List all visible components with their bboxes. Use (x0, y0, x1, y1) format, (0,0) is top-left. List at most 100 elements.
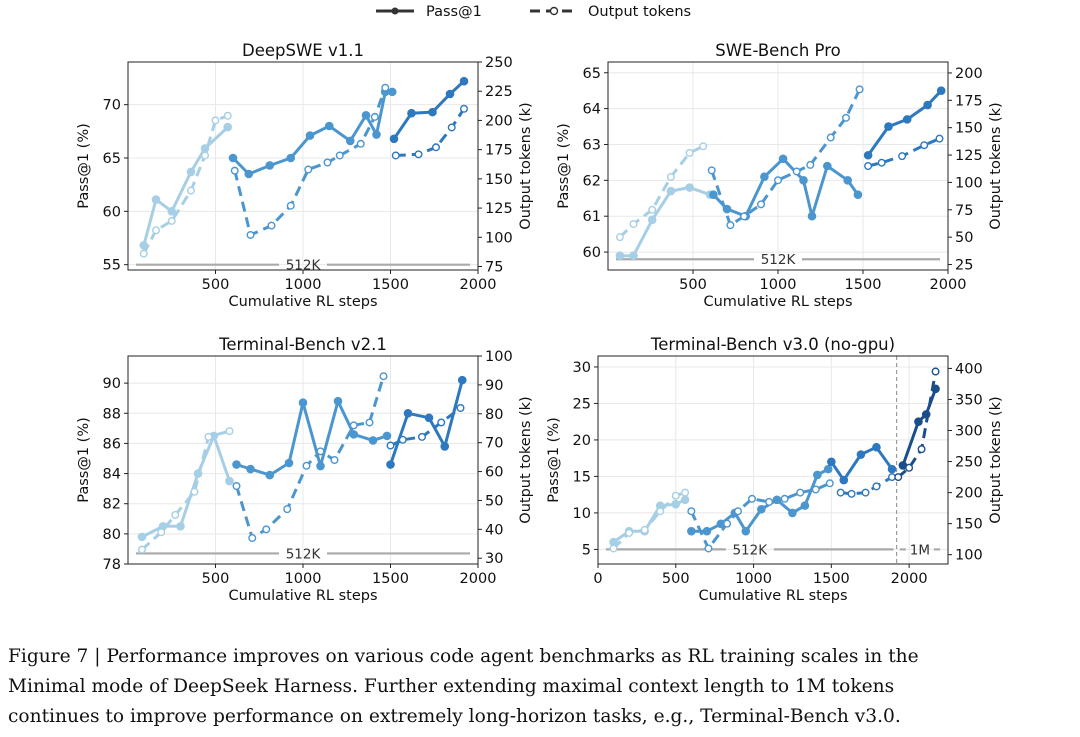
tokens-point (894, 473, 903, 482)
pass-line (389, 379, 464, 465)
tokens-point (211, 116, 220, 125)
caption-line-1: Figure 7 | Performance improves on vario… (8, 646, 919, 667)
x-tick-label: 1500 (372, 277, 409, 293)
tokens-point (723, 519, 732, 528)
tokens-point (780, 494, 789, 503)
chart-terminal-bench-v30: 512K 1M 0 500 1000 1500 2000 5 10 15 20 25 30 100 150 2… (546, 335, 1004, 604)
tokens-point (379, 372, 388, 381)
y-tick-label: 15 (573, 469, 591, 485)
y2-tick-label: 225 (485, 84, 513, 100)
tokens-point (151, 226, 160, 235)
context-bar-label: 512K (286, 546, 322, 562)
pass-line (866, 89, 943, 157)
tokens-point (681, 488, 690, 497)
pass-line (141, 434, 231, 539)
y2-tick-label: 200 (485, 113, 513, 129)
tokens-point (773, 176, 782, 185)
pass-point (702, 526, 712, 536)
pass-point (902, 115, 912, 124)
y-tick-label: 61 (583, 209, 601, 225)
tokens-line (897, 371, 938, 479)
y-tick-label: 70 (103, 98, 121, 114)
y2-tick-label: 125 (955, 148, 983, 164)
y-tick-label: 80 (103, 527, 121, 543)
tokens-point (615, 233, 624, 242)
tokens-point (230, 166, 239, 175)
y-tick-label: 60 (103, 204, 121, 220)
tokens-point (836, 488, 845, 497)
grid (128, 356, 479, 565)
pass-point (286, 153, 296, 163)
tokens-point (447, 123, 456, 132)
tokens-point (304, 165, 313, 174)
tokens-point (935, 134, 944, 143)
y2-tick-label: 200 (955, 66, 983, 82)
y-tick-label: 63 (583, 137, 601, 153)
context-bar-label: 512K (286, 258, 322, 274)
y2-tick-label: 70 (485, 436, 503, 452)
tokens-point (414, 150, 423, 159)
pass-point (387, 87, 397, 97)
chart-title: SWE-Bench Pro (715, 41, 840, 60)
chart-deepswe: 512K 500 1000 1500 2000 55 60 65 70 75 100 125 150 17… (76, 41, 534, 310)
legend-tokens: Output tokens (530, 4, 691, 20)
series-output-tokens (836, 473, 897, 498)
series-output-tokens (139, 111, 232, 258)
y2-tick-label: 25 (955, 258, 973, 274)
y-axis-label: Pass@1 (%) (76, 417, 92, 503)
pass-point (265, 161, 275, 170)
pass-point (244, 169, 254, 179)
chart-title: DeepSWE v1.1 (242, 41, 364, 60)
y-tick-label: 90 (103, 376, 121, 392)
pass-point (807, 211, 817, 221)
y-tick-label: 82 (103, 497, 121, 513)
series-pass-at-1 (137, 431, 234, 542)
pass-point (389, 134, 399, 144)
pass-point (615, 251, 625, 260)
pass-point (863, 150, 873, 160)
y2-tick-label: 175 (485, 143, 513, 159)
chart-title: Terminal-Bench v2.1 (218, 335, 387, 354)
pass-point (428, 107, 437, 117)
y2-tick-label: 75 (485, 259, 503, 275)
pass-point (232, 460, 241, 469)
y2-tick-label: 150 (955, 517, 983, 533)
pass-point (685, 183, 694, 192)
tokens-point (707, 166, 716, 175)
pass-point (459, 76, 469, 86)
tokens-point (747, 494, 756, 503)
y2-tick-label: 125 (485, 201, 513, 217)
tokens-point (139, 249, 148, 258)
tokens-point (460, 104, 469, 113)
tokens-point (248, 533, 257, 542)
pass-point (778, 154, 788, 164)
tokens-point (905, 463, 914, 472)
tokens-line (233, 87, 387, 237)
y2-tick-label: 250 (485, 55, 513, 71)
context-bar-label: 1M (910, 542, 930, 558)
y2-tick-label: 80 (485, 407, 503, 423)
x-axis-label: Cumulative RL steps (228, 294, 377, 310)
tokens-point (167, 216, 176, 225)
y2-tick-label: 400 (955, 361, 983, 377)
caption-line-2: Minimal mode of DeepSeek Harness. Furthe… (8, 676, 895, 697)
pass-line (712, 157, 860, 218)
y2-tick-label: 100 (485, 349, 513, 365)
tokens-point (792, 167, 801, 176)
pass-point (666, 186, 676, 196)
legend-pass: Pass@1 (376, 4, 482, 20)
series-output-tokens (230, 83, 390, 239)
y2-tick-label: 200 (955, 486, 983, 502)
y2-tick-label: 90 (485, 378, 503, 394)
pass-point (680, 495, 690, 505)
tokens-point (262, 525, 271, 534)
series-output-tokens (137, 427, 234, 554)
caption-line-3: continues to improve performance on extr… (8, 706, 901, 727)
tokens-point (335, 151, 344, 160)
pass-point (316, 461, 325, 471)
series-pass-at-1 (228, 87, 397, 179)
y-tick-label: 62 (583, 173, 601, 189)
pass-point (137, 532, 147, 542)
tokens-line (395, 107, 466, 157)
tokens-point (381, 83, 390, 92)
